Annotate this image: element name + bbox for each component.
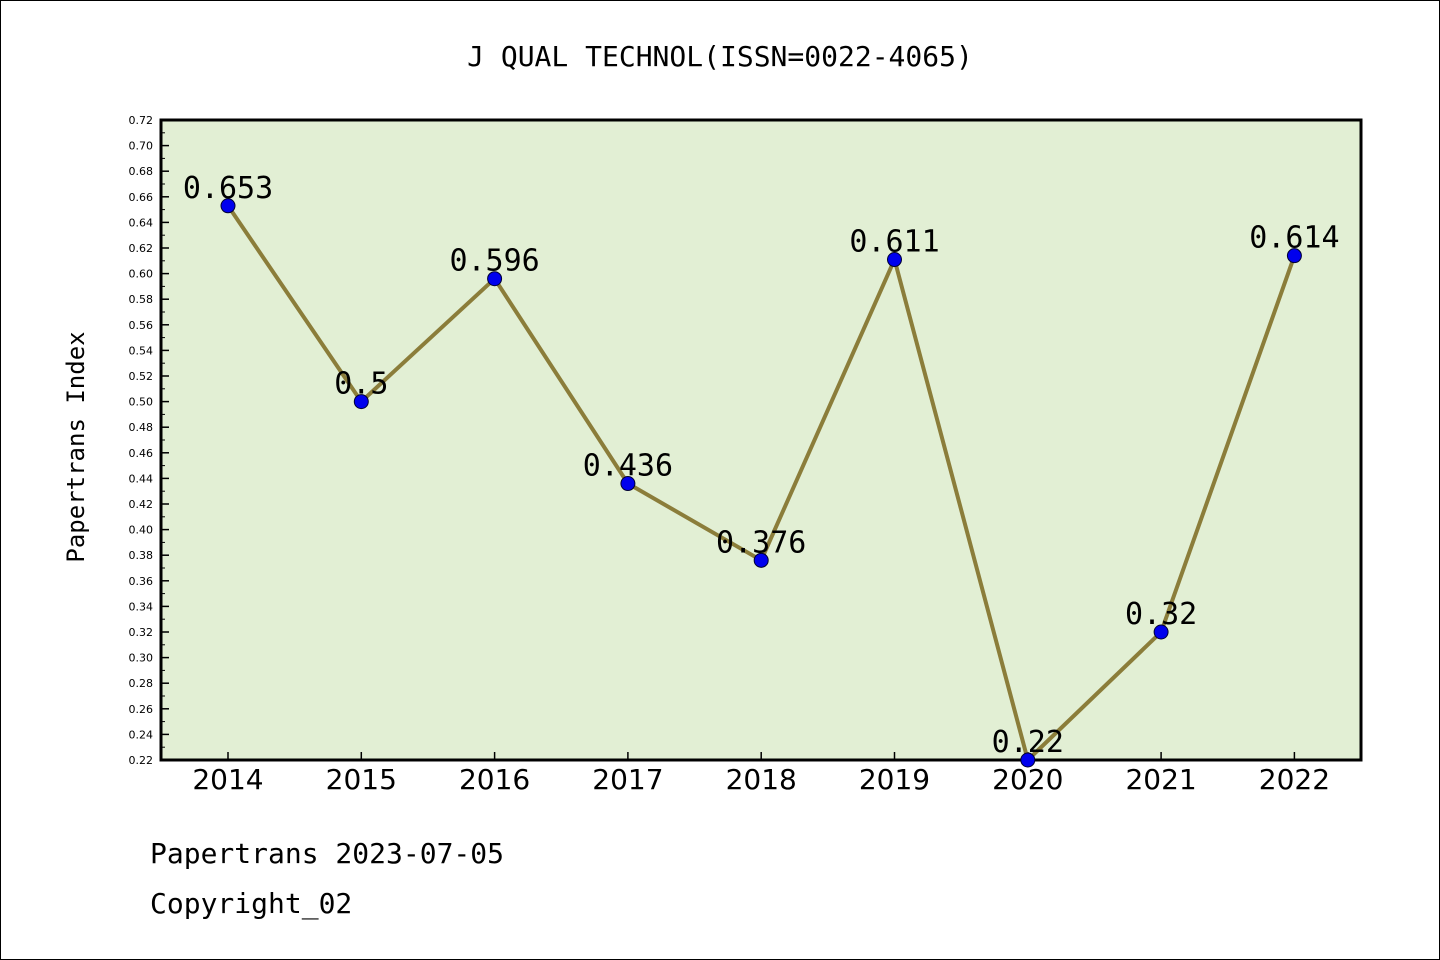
data-point <box>1286 248 1302 264</box>
x-tick-label: 2018 <box>726 763 797 796</box>
y-tick-label: 0.56 <box>129 319 154 332</box>
y-tick-label: 0.28 <box>129 677 154 690</box>
y-tick-label: 0.66 <box>129 191 154 204</box>
series-markers <box>220 198 1302 768</box>
x-tick-label: 2015 <box>326 763 397 796</box>
x-tick-label: 2019 <box>859 763 930 796</box>
data-label: 0.376 <box>716 525 806 560</box>
y-axis: 0.22 0.24 0.26 0.28 0.30 0.32 0.34 0.36 0.38 0.40… <box>129 114 169 767</box>
y-tick-label: 0.48 <box>129 421 154 434</box>
y-tick-label: 0.72 <box>129 114 154 127</box>
data-point <box>620 476 636 492</box>
data-label: 0.5 <box>334 367 388 402</box>
y-tick-label: 0.22 <box>129 754 154 767</box>
x-tick-label: 2020 <box>992 763 1063 796</box>
chart-title: J QUAL TECHNOL(ISSN=0022-4065) <box>467 40 973 73</box>
footer-copyright: Copyright_02 <box>150 887 352 921</box>
y-axis-label: Papertrans Index <box>62 331 90 562</box>
y-tick-label: 0.46 <box>129 447 154 460</box>
data-label: 0.653 <box>183 171 273 206</box>
data-label: 0.614 <box>1249 221 1339 256</box>
data-point <box>1020 752 1036 768</box>
y-tick-label: 0.64 <box>129 216 154 229</box>
x-tick-label: 2016 <box>459 763 530 796</box>
y-tick-label: 0.36 <box>129 575 154 588</box>
data-label: 0.596 <box>449 244 539 279</box>
y-tick-label: 0.24 <box>129 728 154 741</box>
plot-area <box>159 118 1363 762</box>
data-label: 0.611 <box>849 225 939 260</box>
y-tick-label: 0.68 <box>129 165 154 178</box>
y-tick-label: 0.38 <box>129 549 154 562</box>
data-point <box>753 552 769 568</box>
data-point <box>887 252 902 268</box>
data-point <box>353 394 369 410</box>
x-tick-label: 2014 <box>192 763 263 796</box>
y-tick-label: 0.26 <box>129 703 154 716</box>
footer-date: Papertrans 2023-07-05 <box>150 837 504 870</box>
y-tick-label: 0.54 <box>129 344 154 357</box>
x-axis: 2014 2015 2016 2017 2018 2019 2020 2021 2022 <box>192 752 1330 796</box>
x-tick-label: 2022 <box>1259 763 1330 796</box>
y-tick-label: 0.52 <box>129 370 154 383</box>
data-labels: 0.653 0.5 0.596 0.436 0.376 0.611 0.22 0.32 0.61… <box>183 171 1340 760</box>
y-tick-label: 0.30 <box>129 652 154 665</box>
y-tick-label: 0.50 <box>129 396 154 409</box>
data-point <box>220 198 236 214</box>
y-tick-label: 0.62 <box>129 242 154 255</box>
y-tick-label: 0.42 <box>129 498 154 511</box>
y-tick-label: 0.40 <box>129 524 154 537</box>
data-point <box>1153 624 1169 640</box>
x-tick-label: 2021 <box>1125 763 1196 796</box>
data-label: 0.436 <box>583 449 673 484</box>
data-label: 0.22 <box>992 725 1064 760</box>
y-tick-label: 0.60 <box>129 268 154 281</box>
y-tick-label: 0.70 <box>129 140 154 153</box>
x-tick-label: 2017 <box>592 763 663 796</box>
data-label: 0.32 <box>1125 597 1197 632</box>
y-tick-label: 0.58 <box>129 293 154 306</box>
data-point <box>487 271 503 287</box>
y-tick-label: 0.34 <box>129 600 154 613</box>
y-tick-label: 0.44 <box>129 472 154 485</box>
y-tick-label: 0.32 <box>129 626 154 639</box>
